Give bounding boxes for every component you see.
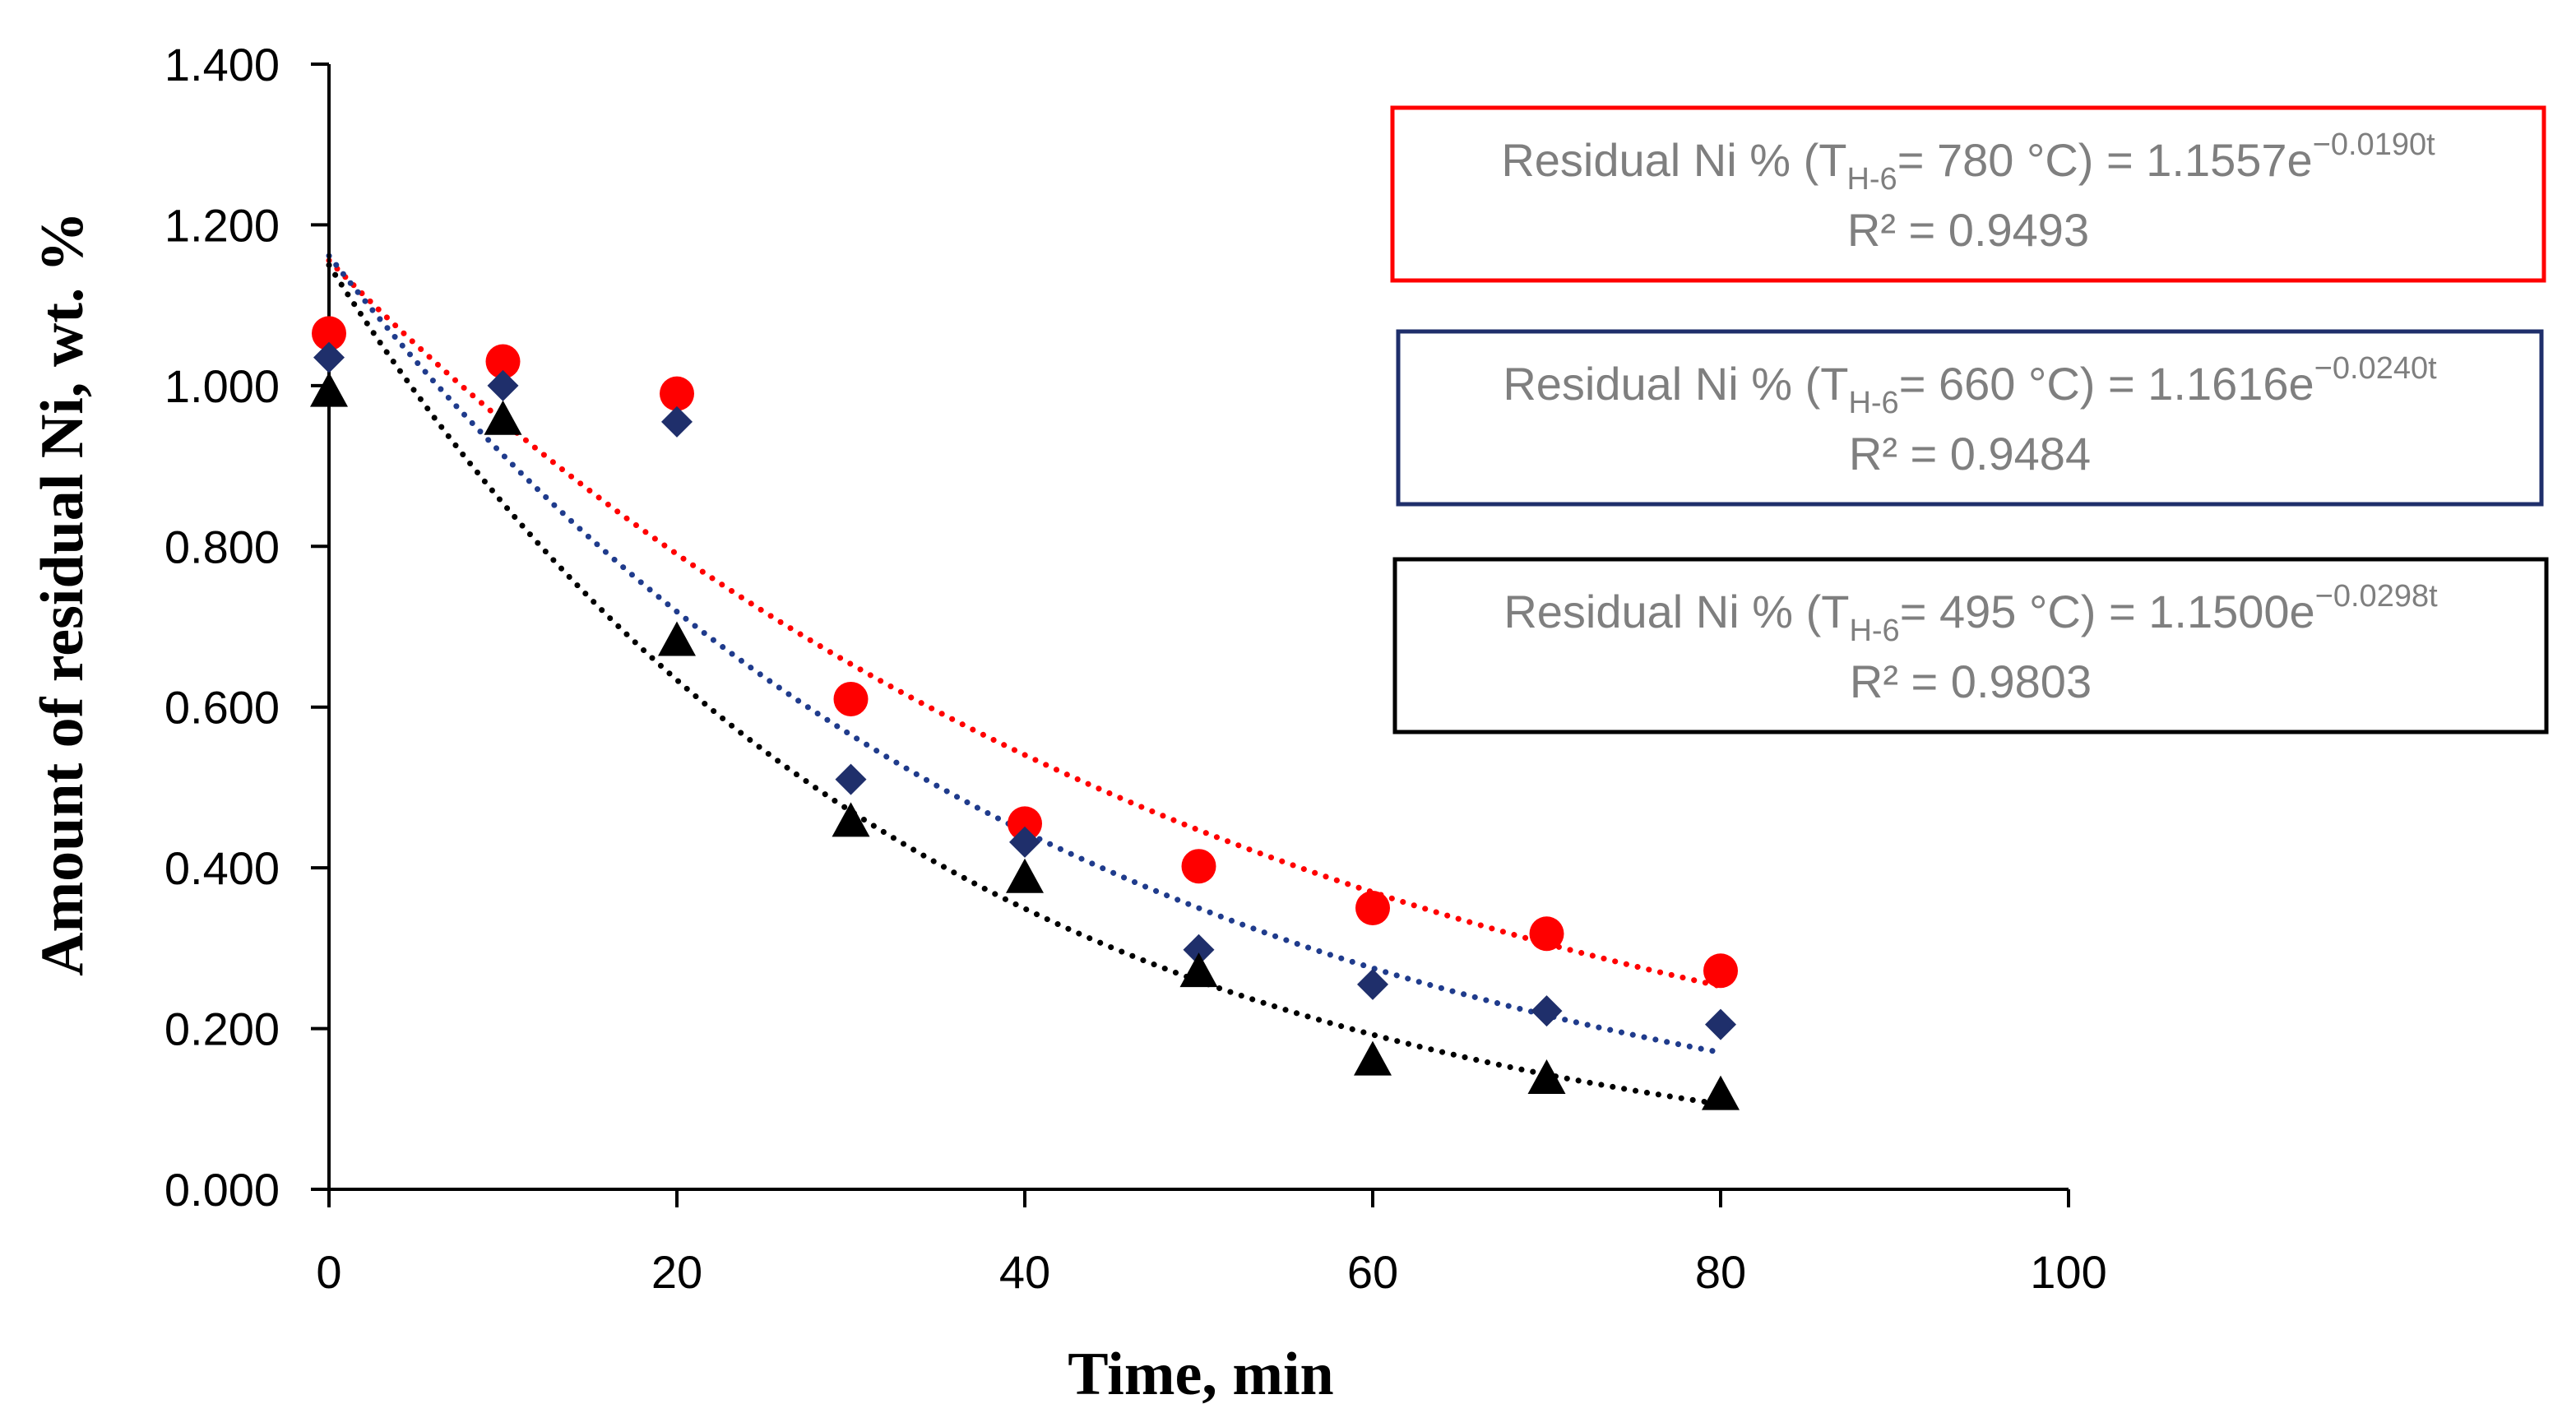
tick-labels: 0.000 0.200 0.400 0.600 0.800 1.000 1.200 1.400… <box>164 39 2107 1298</box>
x-axis-title: Time, min <box>1068 1341 1333 1408</box>
data-point-diamond <box>487 369 519 401</box>
y-tick-label: 1.200 <box>164 199 280 251</box>
data-point-diamond <box>1531 995 1563 1027</box>
data-point-triangle <box>1527 1059 1566 1095</box>
trendline-layer <box>326 253 1724 1107</box>
data-point-circle <box>1355 891 1390 925</box>
data-point-triangle <box>484 400 522 435</box>
data-point-circle <box>312 316 346 351</box>
equation-box-border <box>1396 329 2544 507</box>
data-point-diamond <box>1357 968 1388 1000</box>
equation-box-2: Residual Ni % (TH-6= 660 °C) = 1.1616e−0… <box>1396 329 2544 507</box>
y-tick-label: 0.800 <box>164 521 280 572</box>
y-tick-label: 0.600 <box>164 682 280 734</box>
trendline-2 <box>326 253 1724 1056</box>
data-point-triangle <box>310 372 348 407</box>
y-tick-label: 1.000 <box>164 360 280 412</box>
trendline-equation: Residual Ni % (TH-6= 660 °C) = 1.1616e−0… <box>1503 351 2437 420</box>
y-tick-label: 0.200 <box>164 1003 280 1055</box>
x-tick-label: 100 <box>2030 1246 2106 1298</box>
data-point-diamond <box>835 763 867 795</box>
trendline-equation: Residual Ni % (TH-6= 780 °C) = 1.1557e−0… <box>1501 127 2435 197</box>
data-point-diamond <box>661 405 693 438</box>
data-point-diamond <box>1183 934 1215 966</box>
y-tick-label: 0.400 <box>164 842 280 894</box>
r-squared-value: R² = 0.9493 <box>1847 204 2089 256</box>
data-point-triangle <box>1006 858 1044 893</box>
r-squared-value: R² = 0.9484 <box>1849 428 2091 480</box>
equation-boxes: Residual Ni % (TH-6= 780 °C) = 1.1557e−0… <box>1390 105 2549 734</box>
data-point-circle <box>1529 916 1564 952</box>
y-tick-label: 0.000 <box>164 1164 280 1216</box>
trendline-3 <box>326 262 1724 1107</box>
y-tick-label: 1.400 <box>164 39 280 90</box>
data-point-diamond <box>1009 826 1040 858</box>
data-point-triangle <box>658 621 696 656</box>
data-point-diamond <box>1705 1008 1736 1040</box>
trendline-equation: Residual Ni % (TH-6= 495 °C) = 1.1500e−0… <box>1503 579 2438 648</box>
data-markers <box>310 316 1740 1110</box>
data-point-triangle <box>1179 952 1218 988</box>
x-tick-label: 60 <box>1347 1246 1398 1298</box>
x-tick-label: 80 <box>1695 1246 1746 1298</box>
equation-box-3: Residual Ni % (TH-6= 495 °C) = 1.1500e−0… <box>1392 557 2549 734</box>
data-point-circle <box>660 376 694 411</box>
data-point-triangle <box>832 802 870 837</box>
x-tick-label: 0 <box>316 1246 341 1298</box>
data-point-circle <box>1703 953 1738 989</box>
y-axis-title: Amount of residual Ni, wt. % <box>29 211 96 976</box>
data-point-circle <box>485 344 521 379</box>
data-point-circle <box>1181 849 1216 884</box>
x-tick-label: 20 <box>651 1246 702 1298</box>
x-tick-label: 40 <box>999 1246 1050 1298</box>
data-point-triangle <box>1702 1075 1740 1110</box>
data-point-triangle <box>1354 1040 1392 1076</box>
data-point-circle <box>833 681 869 716</box>
equation-box-1: Residual Ni % (TH-6= 780 °C) = 1.1557e−0… <box>1390 105 2546 283</box>
equation-box-border <box>1392 557 2549 734</box>
equation-box-border <box>1390 105 2546 283</box>
data-point-diamond <box>313 341 345 373</box>
axes <box>311 63 2070 1207</box>
trendline-1 <box>326 257 1724 989</box>
data-point-circle <box>1008 806 1042 841</box>
r-squared-value: R² = 0.9803 <box>1850 656 2092 707</box>
